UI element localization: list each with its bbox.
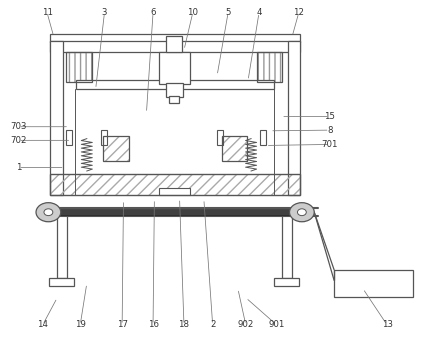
Bar: [76, 80, 274, 89]
Bar: [169, 96, 179, 103]
Text: 16: 16: [148, 320, 159, 329]
Circle shape: [290, 203, 314, 222]
Bar: [159, 188, 190, 195]
Text: 10: 10: [187, 8, 198, 17]
Bar: [51, 209, 305, 215]
Bar: [50, 41, 300, 52]
Text: 4: 4: [256, 8, 262, 17]
Circle shape: [36, 203, 61, 222]
Bar: [217, 130, 223, 145]
Text: 15: 15: [324, 112, 335, 121]
Bar: [283, 215, 292, 278]
Bar: [275, 278, 299, 286]
Text: 902: 902: [237, 320, 254, 329]
Bar: [222, 136, 247, 161]
Bar: [49, 278, 74, 286]
Text: 901: 901: [268, 320, 285, 329]
Bar: [50, 41, 62, 195]
Bar: [103, 136, 129, 161]
Bar: [334, 270, 413, 297]
Text: 8: 8: [327, 126, 332, 135]
Text: 13: 13: [381, 320, 392, 329]
Text: 11: 11: [42, 8, 53, 17]
Text: 1: 1: [16, 163, 21, 172]
Circle shape: [44, 209, 53, 215]
Bar: [103, 136, 129, 161]
Text: 5: 5: [225, 8, 231, 17]
Text: 17: 17: [117, 320, 128, 329]
Bar: [288, 41, 300, 195]
Text: 18: 18: [179, 320, 190, 329]
Bar: [66, 52, 92, 82]
Bar: [101, 130, 107, 145]
Bar: [222, 136, 247, 161]
Bar: [50, 174, 300, 195]
Bar: [66, 52, 92, 82]
Bar: [166, 83, 183, 97]
Bar: [50, 34, 300, 42]
Text: 6: 6: [150, 8, 156, 17]
Text: 702: 702: [10, 136, 27, 145]
Text: 19: 19: [75, 320, 85, 329]
Bar: [159, 52, 190, 84]
Text: 3: 3: [102, 8, 107, 17]
Text: 14: 14: [37, 320, 48, 329]
Text: 12: 12: [293, 8, 304, 17]
Text: 701: 701: [322, 140, 338, 149]
Circle shape: [297, 209, 306, 215]
Bar: [257, 52, 283, 82]
Bar: [57, 215, 67, 278]
Text: 703: 703: [10, 122, 27, 131]
Bar: [260, 130, 266, 145]
Bar: [257, 52, 283, 82]
Text: 2: 2: [210, 320, 215, 329]
Bar: [50, 174, 300, 195]
Bar: [66, 130, 72, 145]
Bar: [166, 36, 182, 52]
